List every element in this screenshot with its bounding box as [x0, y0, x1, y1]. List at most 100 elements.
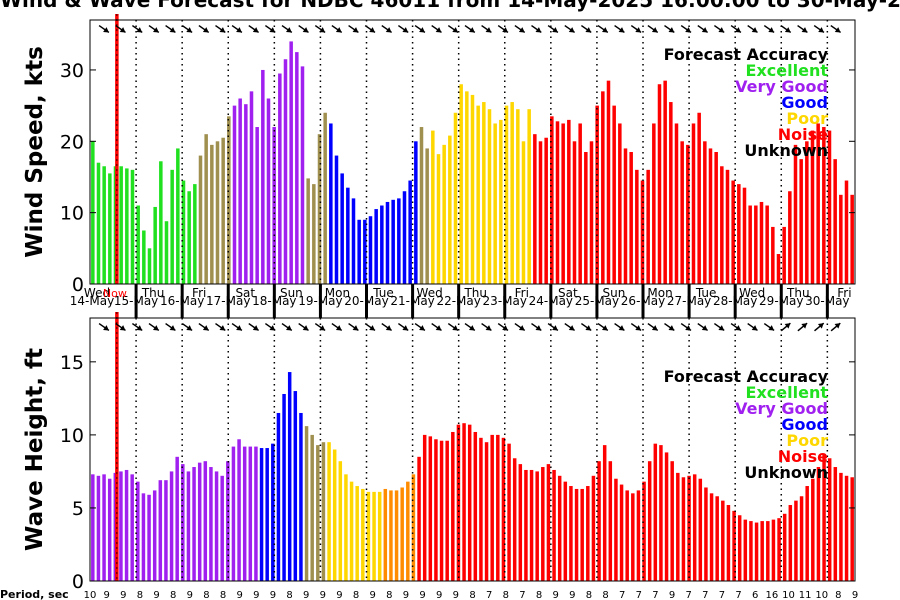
bar — [108, 173, 112, 284]
period-value: 7 — [619, 590, 625, 600]
bar — [732, 510, 736, 581]
bar — [578, 123, 582, 285]
period-value: 7 — [652, 590, 658, 600]
wind-arrow-head — [136, 27, 143, 33]
bar — [459, 84, 463, 284]
bar — [344, 474, 348, 581]
bar — [142, 230, 146, 284]
period-value: 8 — [386, 590, 392, 600]
bar — [844, 475, 849, 581]
bar — [811, 478, 815, 581]
bar — [249, 91, 254, 284]
bar — [338, 461, 343, 581]
bar — [329, 123, 333, 285]
bar — [282, 393, 286, 581]
legend-item: Unknown — [744, 141, 828, 160]
wind-arrow-head — [419, 27, 425, 33]
wind-arrow — [730, 24, 742, 34]
wind-arrow-head — [735, 325, 741, 331]
bar — [102, 474, 106, 581]
wind-arrow-head — [502, 325, 509, 331]
wind-arrow — [431, 24, 442, 34]
period-value: 9 — [569, 590, 575, 600]
bar — [169, 471, 174, 581]
bar — [210, 144, 214, 284]
bar — [91, 474, 95, 581]
bar — [124, 469, 129, 581]
bar — [215, 141, 220, 284]
bar — [400, 487, 404, 581]
wind-arrow — [580, 24, 592, 34]
day-name-label: Sat — [558, 286, 578, 300]
bar — [714, 152, 718, 284]
bar — [439, 440, 444, 581]
bar — [406, 481, 410, 581]
period-value: 9 — [236, 590, 242, 600]
day-name-label: Thu — [463, 286, 487, 300]
wind-arrow-head — [468, 27, 475, 33]
bar — [374, 209, 378, 284]
bar — [538, 141, 543, 284]
wind-arrow-head — [552, 27, 558, 33]
period-value: 7 — [719, 590, 725, 600]
wind-arrow-head — [751, 325, 758, 331]
wind-arrow-head — [435, 325, 442, 331]
bar — [793, 144, 798, 284]
wind-arrow — [780, 24, 792, 34]
bar — [546, 464, 551, 581]
wind-arrow — [830, 24, 842, 34]
bar — [782, 513, 787, 581]
period-value: 8 — [137, 590, 143, 600]
wind-arrow — [763, 24, 775, 34]
bar — [844, 180, 849, 284]
wind-arrow-head — [818, 27, 825, 33]
day-name-label: Tue — [372, 286, 394, 300]
wind-arrow — [547, 24, 559, 34]
bar — [237, 439, 241, 581]
wind-arrow-head — [518, 27, 525, 33]
bar — [552, 469, 556, 581]
bar — [242, 446, 247, 581]
bar — [316, 445, 320, 581]
bar — [721, 500, 725, 581]
bar — [550, 116, 554, 284]
wind-arrow-head — [435, 27, 442, 33]
bar — [670, 461, 674, 581]
wind-arrow — [713, 24, 725, 34]
wind-arrow-head — [685, 27, 692, 33]
bar — [524, 469, 528, 581]
wind-arrow-head — [136, 325, 143, 331]
wind-arrow-head — [385, 325, 392, 331]
bar — [749, 521, 753, 581]
bar — [676, 472, 680, 581]
wind-arrow-head — [103, 325, 109, 331]
wind-arrow-head — [319, 325, 326, 331]
day-name-label: Wed — [417, 286, 443, 300]
chart-panel-0: 0 10 20 30 Wind Speed, kts Forecast AccuracyE… — [22, 14, 856, 296]
bar — [827, 458, 832, 581]
bar — [136, 481, 140, 581]
bar — [771, 519, 776, 581]
bar — [595, 105, 599, 285]
wind-arrow — [813, 24, 825, 34]
bar — [680, 141, 684, 284]
wind-arrow-head — [618, 325, 625, 331]
bar — [816, 467, 821, 581]
day-name-label: Thu — [141, 286, 165, 300]
bar — [383, 488, 388, 581]
bar — [569, 486, 573, 581]
wind-arrow-head — [751, 27, 758, 33]
day-name-label: Wed — [739, 286, 765, 300]
legend-item: Noise — [778, 125, 828, 144]
bar — [434, 439, 438, 581]
period-label: Period, sec — [0, 588, 69, 600]
wind-arrow-head — [169, 27, 176, 33]
wind-arrow — [713, 322, 725, 332]
bar — [507, 443, 511, 581]
bar — [850, 477, 854, 581]
bar — [614, 478, 618, 581]
bar — [226, 461, 230, 581]
wind-arrow-head — [668, 27, 675, 33]
bar — [606, 80, 611, 285]
